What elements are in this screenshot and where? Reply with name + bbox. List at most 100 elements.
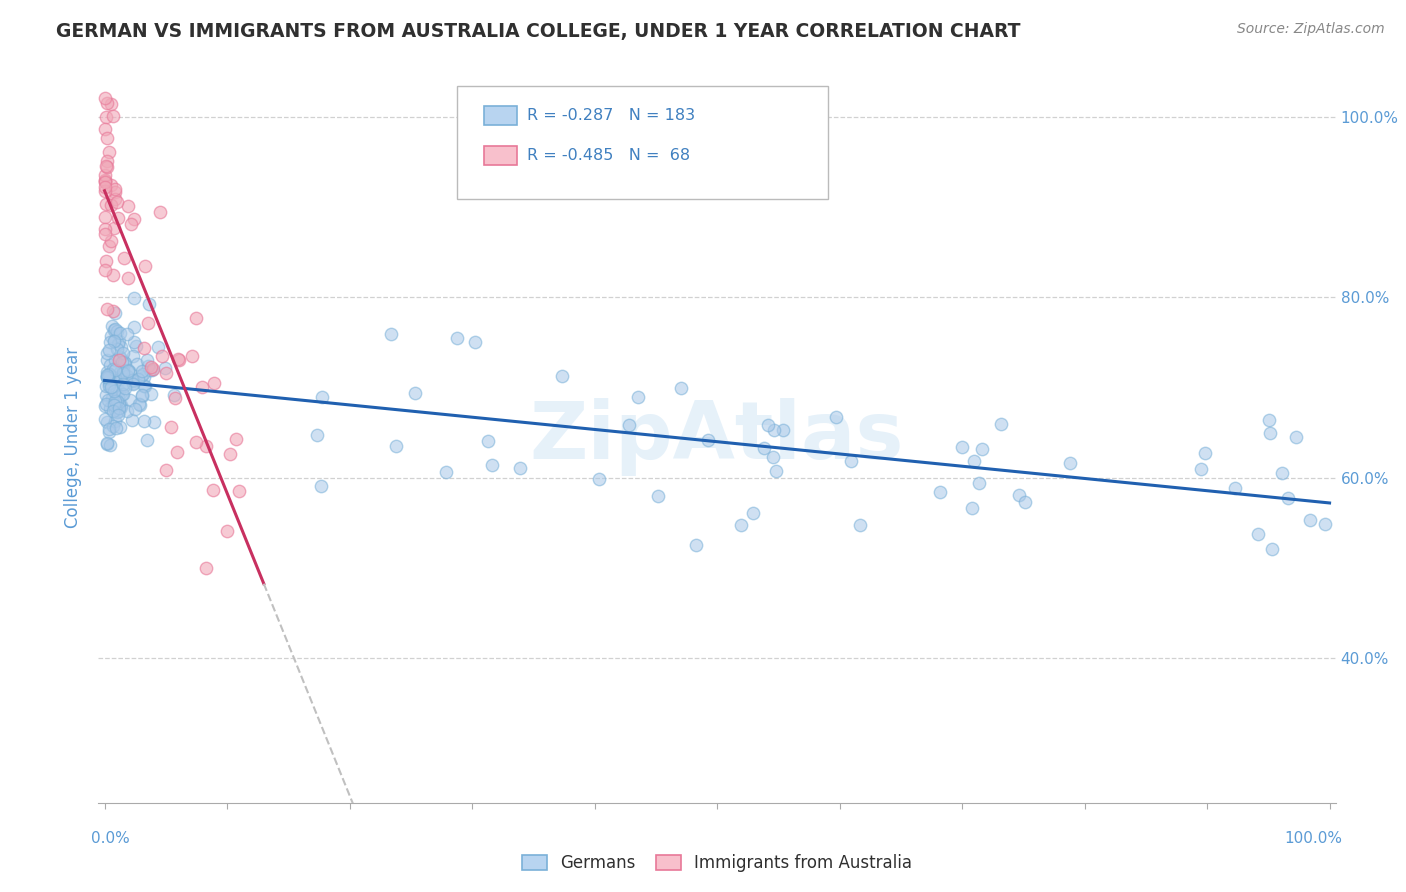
Point — [685, 538, 707, 552]
Point — [111, 355, 134, 369]
Point — [121, 376, 143, 391]
Point — [122, 291, 145, 305]
Point — [742, 506, 765, 520]
Point — [117, 327, 139, 342]
Point — [105, 324, 128, 338]
Point — [104, 414, 127, 428]
Point — [103, 398, 125, 412]
Point — [112, 378, 135, 392]
Point — [967, 475, 990, 490]
Point — [824, 409, 846, 424]
Point — [117, 199, 139, 213]
Point — [110, 326, 132, 340]
Point — [93, 173, 115, 187]
Point — [103, 323, 125, 337]
Point — [111, 377, 134, 392]
Point — [228, 484, 250, 499]
Point — [96, 153, 118, 168]
Point — [146, 340, 169, 354]
Point — [1315, 517, 1337, 532]
Point — [110, 350, 132, 364]
Point — [103, 334, 125, 348]
Point — [101, 418, 124, 433]
Point — [142, 362, 165, 376]
Point — [96, 161, 118, 175]
Point — [404, 385, 426, 400]
Point — [1261, 542, 1284, 557]
Point — [108, 384, 131, 398]
Point — [1299, 513, 1322, 527]
Point — [96, 368, 118, 383]
Point — [929, 484, 952, 499]
Point — [1285, 429, 1308, 443]
Point — [100, 391, 122, 405]
Point — [100, 178, 122, 193]
Point — [121, 373, 143, 387]
Point — [98, 376, 121, 390]
Point — [127, 372, 149, 386]
Point — [128, 397, 150, 411]
Point — [96, 346, 118, 360]
Point — [114, 382, 136, 396]
Text: 100.0%: 100.0% — [1285, 831, 1343, 846]
Point — [105, 405, 128, 419]
Point — [94, 379, 117, 393]
Point — [94, 412, 117, 426]
Text: R = -0.287   N = 183: R = -0.287 N = 183 — [526, 108, 695, 123]
Point — [131, 364, 153, 378]
Point — [134, 379, 156, 393]
Point — [103, 334, 125, 349]
Point — [104, 352, 127, 367]
Point — [93, 227, 115, 242]
Point — [772, 423, 794, 437]
Point — [103, 394, 125, 409]
Point — [1014, 494, 1036, 508]
Point — [100, 234, 122, 248]
Point — [105, 421, 128, 435]
Point — [963, 454, 986, 468]
Point — [107, 211, 129, 226]
Point — [135, 434, 157, 448]
Point — [93, 91, 115, 105]
Point — [132, 369, 155, 384]
Point — [104, 182, 127, 196]
Point — [142, 415, 165, 429]
Point — [434, 465, 457, 479]
Point — [754, 441, 776, 455]
Point — [110, 351, 132, 365]
Point — [96, 370, 118, 384]
Point — [181, 349, 204, 363]
Point — [100, 329, 122, 343]
Point — [763, 423, 786, 437]
Point — [839, 454, 862, 468]
Point — [139, 359, 162, 374]
Point — [105, 371, 128, 385]
Point — [118, 365, 141, 379]
Point — [218, 447, 240, 461]
Point — [94, 110, 117, 124]
Point — [112, 386, 135, 401]
Point — [104, 322, 127, 336]
Point — [129, 368, 152, 383]
Point — [98, 334, 121, 349]
Point — [163, 388, 186, 402]
Point — [150, 349, 173, 363]
Point — [191, 380, 214, 394]
Text: ZipAtlas: ZipAtlas — [530, 398, 904, 476]
Point — [97, 376, 120, 390]
Point — [972, 442, 994, 456]
Point — [385, 439, 408, 453]
Point — [94, 210, 117, 224]
Point — [1194, 446, 1216, 460]
Point — [139, 387, 162, 401]
Point — [669, 380, 692, 394]
Point — [94, 196, 117, 211]
Point — [96, 436, 118, 450]
Point — [136, 359, 159, 373]
Point — [1007, 488, 1029, 502]
Point — [108, 401, 131, 416]
Point — [112, 355, 135, 369]
Point — [215, 524, 238, 538]
Point — [104, 403, 127, 417]
Point — [107, 334, 129, 348]
